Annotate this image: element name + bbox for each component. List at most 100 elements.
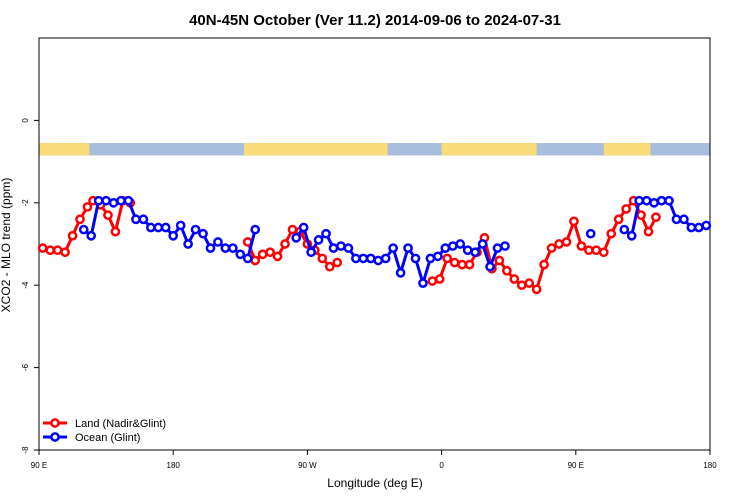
data-point [52, 245, 63, 256]
data-point [250, 255, 261, 266]
data-point [591, 245, 602, 256]
data-point [477, 239, 488, 249]
x-tick-label: 0 [439, 461, 444, 470]
data-point [190, 224, 201, 235]
data-point [131, 214, 141, 225]
land-band-segment [244, 143, 388, 156]
y-tick-label: -2 [21, 199, 30, 207]
data-point [67, 230, 78, 241]
data-point [227, 243, 238, 253]
data-point [449, 257, 460, 268]
x-tick-label: 90 E [568, 461, 584, 470]
data-point [464, 259, 475, 270]
data-point [585, 228, 596, 239]
data-point [265, 247, 275, 258]
data-point [470, 247, 480, 258]
legend-label: Ocean (Glint) [75, 432, 140, 444]
data-point [108, 197, 119, 208]
data-point [671, 214, 682, 225]
data-point [434, 274, 445, 284]
data-point [531, 284, 542, 295]
data-point [321, 228, 331, 239]
data-point [447, 241, 458, 251]
data-point [306, 247, 316, 258]
data-point [395, 267, 406, 278]
data-point [45, 245, 56, 256]
x-tick-label: 90 W [298, 461, 317, 470]
data-point [619, 224, 630, 235]
data-point [442, 253, 453, 264]
data-point [351, 253, 361, 264]
data-point [418, 278, 428, 288]
data-point [679, 214, 689, 225]
x-tick-label: 180 [167, 461, 181, 470]
data-point [82, 202, 93, 212]
data-point [336, 241, 346, 251]
data-point [410, 253, 421, 264]
y-tick-label: -4 [21, 281, 30, 289]
y-axis-label: XCO2 - MLO trend (ppm) [0, 178, 13, 313]
data-point [686, 222, 697, 233]
data-point [183, 239, 193, 249]
data-point [328, 243, 339, 253]
data-point [37, 243, 48, 253]
data-point [317, 253, 328, 264]
data-point [427, 276, 438, 286]
data-point [343, 243, 354, 253]
data-point [485, 261, 495, 272]
data-point [636, 210, 646, 221]
data-point [492, 243, 503, 253]
data-point [291, 232, 302, 243]
data-point [457, 259, 467, 270]
data-point [440, 243, 451, 253]
data-point [621, 204, 631, 214]
data-point [101, 195, 111, 206]
data-point [388, 243, 398, 253]
land-band-segment [39, 143, 90, 156]
data-point [509, 274, 520, 284]
data-point [123, 195, 134, 206]
data-point [168, 230, 179, 241]
data-point [78, 224, 89, 235]
data-point [365, 253, 376, 264]
data-point [501, 265, 512, 276]
data-point [332, 257, 343, 268]
data-point [116, 195, 126, 206]
data-point [86, 230, 97, 241]
data-point [93, 195, 104, 206]
legend-marker [50, 418, 60, 428]
data-point [380, 253, 391, 264]
data-point [242, 253, 253, 264]
x-axis-ticks: 90 E 180 90 W 0 90 E 180 [31, 450, 717, 470]
x-tick-label: 90 E [31, 461, 47, 470]
land-band-segment [603, 143, 651, 156]
data-point [257, 249, 268, 260]
data-point [160, 222, 171, 233]
data-point [272, 251, 283, 262]
legend: Land (Nadir&Glint) Ocean (Glint) [43, 418, 166, 444]
data-point [598, 247, 609, 258]
legend-label: Land (Nadir&Glint) [75, 418, 166, 430]
data-point [613, 214, 624, 225]
x-tick-label: 180 [703, 461, 717, 470]
data-point [425, 253, 436, 264]
data-point [651, 212, 661, 223]
data-point [110, 226, 121, 237]
data-point [138, 214, 149, 225]
data-point [220, 243, 231, 253]
data-point [205, 243, 216, 253]
data-point [235, 249, 246, 260]
data-point [643, 226, 654, 237]
data-point [358, 253, 369, 264]
data-point [641, 195, 652, 206]
data-point [664, 195, 674, 206]
data-point [524, 278, 535, 288]
data-point [75, 214, 85, 225]
data-point [250, 224, 261, 235]
y-tick-label: -6 [21, 363, 30, 371]
data-point [554, 239, 564, 249]
data-point [693, 222, 704, 233]
data-point [213, 237, 223, 247]
data-point [298, 222, 309, 233]
